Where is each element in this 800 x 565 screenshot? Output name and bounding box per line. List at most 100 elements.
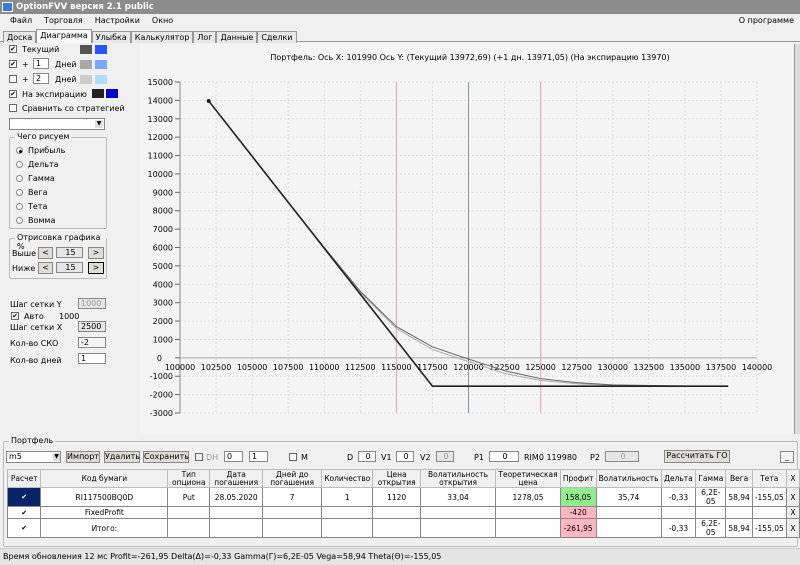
column-header[interactable]: Количество [321,469,374,488]
calc-checkbox[interactable]: ✔ [6,487,42,507]
v2-input[interactable]: 0 [436,451,454,462]
p1-input[interactable]: 0 [489,451,519,462]
tab-log[interactable]: Лог [193,31,217,43]
tab-diagram[interactable]: Диаграмма [36,29,92,43]
v1-label: V1 [381,453,392,462]
radio-delta[interactable] [16,161,23,168]
above-label: Выше [12,249,37,258]
column-header[interactable]: Цена открытия [372,469,421,488]
table-cell [495,506,561,519]
menu-about[interactable]: О программе [738,16,794,25]
v1-input[interactable]: 0 [396,451,414,462]
tab-deals[interactable]: Сделки [257,31,297,43]
remove-row-button[interactable]: X [785,518,800,538]
dh-spinner-2[interactable]: 1 [249,451,268,462]
above-increase-button[interactable]: > [88,247,104,259]
plus2-color-blue[interactable] [95,75,107,84]
profit-chart[interactable]: 100000 102500 105000 107500 110000 112500 1150… [140,44,800,434]
expiration-label: На экспирацию [22,90,87,99]
grid-y-input[interactable]: 1000 [78,298,106,309]
strategy-select[interactable]: ▼ [9,118,105,130]
column-header[interactable]: Расчет [6,469,42,488]
table-row[interactable]: ✔ FixedProfit -420 X [6,506,800,519]
menu-settings[interactable]: Настройки [94,16,140,25]
table-cell [372,506,421,519]
column-header[interactable]: Вега [725,469,753,488]
radio-profit[interactable] [16,147,23,154]
d-input[interactable]: 0 [358,451,376,462]
calc-checkbox[interactable]: ✔ [6,518,42,538]
expiration-checkbox[interactable]: ✔ [9,90,17,98]
column-header[interactable]: Волатильность открытия [419,469,497,488]
column-header[interactable]: Профит [559,469,597,488]
column-header[interactable]: Волатильность [595,469,662,488]
plus2-checkbox[interactable] [9,75,17,83]
column-header[interactable]: Дней до погашения [262,469,323,488]
menu-window[interactable]: Окно [151,16,174,25]
save-button[interactable]: Сохранить [143,451,189,463]
radio-gamma[interactable] [16,175,23,182]
below-increase-button[interactable]: > [88,262,104,274]
table-cell [262,506,323,519]
calc-go-button[interactable]: Рассчитать ГО [664,450,730,463]
plus2-color-gray[interactable] [80,75,92,84]
column-header[interactable]: Дата погашения [209,469,264,488]
import-button[interactable]: Импорт [66,451,100,463]
current-color-blue[interactable] [95,45,107,54]
tab-smile[interactable]: Улыбка [91,31,131,43]
current-color-gray[interactable] [80,45,92,54]
chevron-down-icon: ▼ [53,453,60,461]
plus2-days-input[interactable]: 2 [33,73,49,84]
expiration-color-black[interactable] [92,89,104,98]
radio-vega[interactable] [16,189,23,196]
below-decrease-button[interactable]: < [38,262,53,274]
remove-row-button[interactable]: X [785,487,800,507]
m-checkbox[interactable] [289,453,297,461]
column-header[interactable]: Теоретическая цена [495,469,561,488]
tab-calculator[interactable]: Калькулятор [130,31,194,43]
column-header[interactable]: Гамма [695,469,727,488]
calc-checkbox[interactable]: ✔ [6,506,42,519]
table-cell: 1278,05 [495,487,561,507]
column-header[interactable]: X [785,469,800,488]
menu-file[interactable]: Файл [10,16,33,25]
expiration-color-blue[interactable] [106,89,118,98]
table-cell: 7 [262,487,323,507]
tab-board[interactable]: Доска [3,31,37,43]
radio-vomma[interactable] [16,217,23,224]
x-tick-label: 105000 [237,363,268,372]
table-row[interactable]: ✔ Итого: -261,95 -0,33 6,2E-05 58,94 -155,05 X [6,518,800,538]
auto-checkbox[interactable]: ✔ [11,312,19,320]
column-header[interactable]: Тета [751,469,787,488]
table-row[interactable]: ✔ RI117500BQ0D Put 28.05.2020 7 1 1120 33,04 127… [6,487,800,507]
plus1-color-blue[interactable] [95,60,107,69]
radio-theta[interactable] [16,203,23,210]
column-header[interactable]: Тип опциона [167,469,211,488]
remove-row-button[interactable]: X [785,506,800,519]
column-header[interactable]: Код бумаги [40,469,169,488]
below-input[interactable]: 15 [56,262,83,273]
days-input[interactable]: 1 [78,353,106,364]
sko-input[interactable]: -2 [78,337,106,348]
current-checkbox[interactable]: ✔ [9,45,17,53]
plus1-checkbox[interactable]: ✔ [9,60,17,68]
dh-checkbox[interactable] [195,453,203,461]
p2-input[interactable]: 0 [605,451,639,462]
compare-checkbox[interactable] [9,104,17,112]
above-input[interactable]: 15 [56,247,83,258]
column-header[interactable]: Дельта [660,469,697,488]
plus1-color-gray[interactable] [80,60,92,69]
menu-trading[interactable]: Торговля [44,16,83,25]
portfolio-select[interactable]: m5 [6,451,61,463]
v2-label: V2 [420,453,431,462]
delete-button[interactable]: Удалить [104,451,140,463]
grid-x-input[interactable]: 2500 [78,321,106,332]
dh-spinner-1[interactable]: 0 [224,451,243,462]
above-decrease-button[interactable]: < [38,247,53,259]
x-tick-label: 132500 [634,363,665,372]
right-edge-scrollbar[interactable] [794,44,800,434]
tab-data[interactable]: Данные [216,31,258,43]
minimize-button[interactable]: _ [780,451,794,463]
radio-theta-label: Тета [28,202,48,211]
plus1-days-input[interactable]: 1 [33,58,49,69]
